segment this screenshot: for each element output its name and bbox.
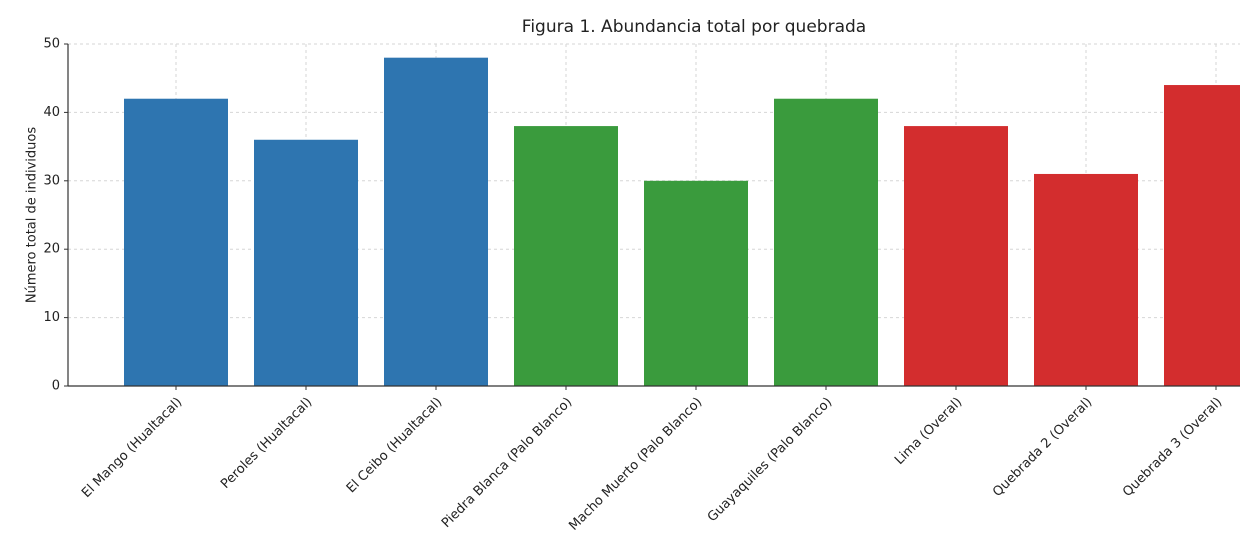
y-axis-label: Número total de individuos [25, 127, 40, 303]
x-tick-label: El Ceibo (Hualtacal) [344, 395, 445, 496]
y-tick-label: 40 [43, 105, 60, 120]
y-tick-label: 30 [43, 173, 60, 188]
bar [774, 98, 878, 386]
x-tick-label: Piedra Blanca (Palo Blanco) [439, 395, 575, 531]
bar [1164, 85, 1240, 386]
bar [254, 139, 358, 386]
bar [904, 126, 1008, 386]
bar [514, 126, 618, 386]
x-tick-label: Guayaquiles (Palo Blanco) [705, 395, 835, 525]
y-tick-label: 50 [43, 37, 60, 52]
bar [1034, 173, 1138, 386]
bar [644, 180, 748, 386]
x-tick-label: Peroles (Hualtacal) [218, 395, 315, 492]
chart-title: Figura 1. Abundancia total por quebrada [522, 17, 866, 37]
y-tick-label: 0 [52, 379, 60, 394]
x-tick-label: El Mango (Hualtacal) [79, 395, 185, 501]
x-tick-label: Quebrada 3 (Overal) [1120, 395, 1225, 500]
x-tick-label: Quebrada 2 (Overal) [990, 395, 1095, 500]
bar [124, 98, 228, 386]
bar [384, 57, 488, 387]
y-tick-label: 10 [43, 310, 60, 325]
x-tick-label: Lima (Overal) [892, 395, 965, 468]
y-tick-label: 20 [43, 242, 60, 257]
x-tick-label: Macho Muerto (Palo Blanco) [566, 395, 705, 534]
